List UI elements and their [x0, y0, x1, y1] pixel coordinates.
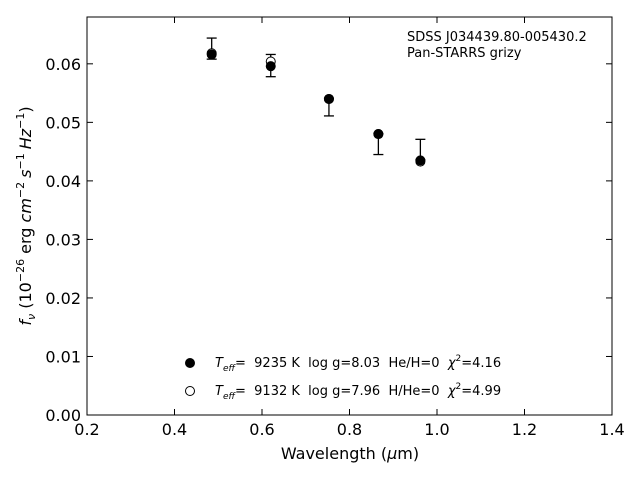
- legend-entry-1: Teff= 9235 K log g=8.03 He/H=0 χ2=4.16: [215, 354, 501, 374]
- legend-2-chi: χ: [447, 384, 457, 399]
- y-label-exp3: −1: [14, 153, 27, 169]
- y-tick-label: 0.04: [45, 172, 81, 191]
- y-tick-label: 0.03: [45, 230, 81, 249]
- x-axis-label: Wavelength (μm): [281, 444, 419, 463]
- x-tick-label: 1.4: [599, 420, 624, 439]
- error-bars: [206, 37, 426, 161]
- x-label-main: Wavelength (: [281, 444, 387, 463]
- filled-point: [206, 49, 217, 60]
- filled-point: [323, 93, 334, 104]
- y-label-nu: ν: [25, 314, 38, 320]
- y-tick-label: 0.05: [45, 113, 81, 132]
- y-tick-label: 0.02: [45, 289, 81, 308]
- data-points: [206, 48, 426, 167]
- y-label-exp2: −2: [14, 182, 27, 198]
- legend: Teff= 9235 K log g=8.03 He/H=0 χ2=4.16 T…: [185, 354, 501, 402]
- filled-point: [373, 129, 384, 140]
- plot-frame: [86, 16, 613, 416]
- y-tick-label: 0.00: [45, 406, 81, 425]
- x-tick-label: 0.8: [337, 420, 362, 439]
- legend-1-chi-value: =4.16: [461, 356, 501, 371]
- legend-1-params: = 9235 K log g=8.03 He/H=0: [235, 356, 448, 371]
- x-tick-label: 0.6: [249, 420, 274, 439]
- x-tick-label: 1.0: [424, 420, 449, 439]
- y-label-erg: erg: [16, 222, 35, 258]
- x-tick-label: 1.2: [512, 420, 537, 439]
- y-label-open: (10: [16, 282, 35, 314]
- x-label-unit: m): [397, 444, 419, 463]
- legend-marker-open: [185, 386, 195, 396]
- legend-2-chi-value: =4.99: [461, 384, 501, 399]
- legend-1-teff-sub: eff: [223, 364, 237, 374]
- chart-annotation-line2: Pan-STARRS grizy: [407, 46, 522, 61]
- legend-1-chi-sup: 2: [456, 354, 462, 364]
- filled-point: [265, 61, 276, 72]
- filled-point: [415, 155, 426, 166]
- y-axis-label: fν (10−26 erg cm−2s−1Hz−1): [14, 106, 38, 325]
- y-tick-label: 0.01: [45, 347, 81, 366]
- x-tick-label: 0.4: [162, 420, 187, 439]
- y-label-close: ): [16, 106, 35, 112]
- legend-2-teff-sub: eff: [223, 392, 237, 402]
- legend-2-params: = 9132 K log g=7.96 H/He=0: [235, 384, 448, 399]
- legend-2-teff: T: [215, 384, 224, 399]
- y-label-f: f: [16, 318, 35, 326]
- x-label-mu: μ: [386, 444, 397, 463]
- y-label-cm: cm: [16, 198, 35, 222]
- axis-ticks: 0.2 0.4 0.6 0.8 1.0 1.2 1.4 0.00 0.01 0.02 0.03 0.0…: [45, 17, 625, 439]
- legend-1-chi: χ: [447, 356, 457, 371]
- y-tick-label: 0.06: [45, 55, 81, 74]
- legend-1-teff: T: [215, 356, 224, 371]
- y-label-hz: Hz: [16, 128, 35, 149]
- y-label-exp1: −26: [14, 259, 27, 282]
- legend-marker-filled: [185, 358, 195, 368]
- y-label-s: s: [16, 170, 35, 178]
- y-label-exp4: −1: [14, 113, 27, 129]
- legend-entry-2: Teff= 9132 K log g=7.96 H/He=0 χ2=4.99: [215, 382, 501, 402]
- x-tick-label: 0.2: [74, 420, 99, 439]
- chart-annotation-line1: SDSS J034439.80-005430.2: [407, 30, 587, 45]
- legend-2-chi-sup: 2: [456, 382, 462, 392]
